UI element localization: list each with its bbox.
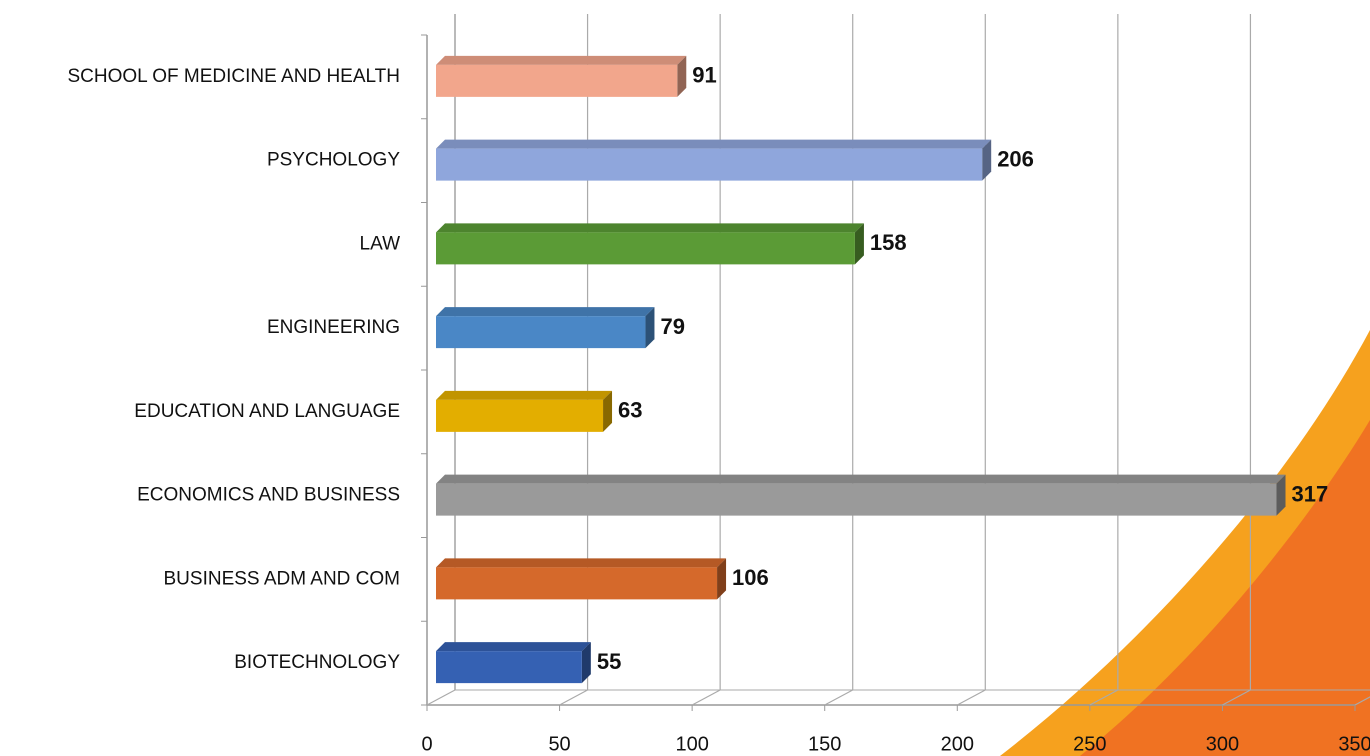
x-tick-label: 0 — [421, 733, 432, 755]
bar-top — [436, 140, 991, 149]
value-label: 317 — [1292, 481, 1329, 506]
value-label: 91 — [692, 63, 716, 88]
category-label: SCHOOL OF MEDICINE AND HEALTH — [67, 66, 400, 87]
x-tick-label: 350 — [1338, 733, 1370, 755]
grid-floor-line — [692, 690, 720, 705]
grid-floor-line — [957, 690, 985, 705]
x-tick-label: 150 — [808, 733, 841, 755]
value-label: 206 — [997, 146, 1034, 171]
category-label: BUSINESS ADM AND COM — [164, 568, 401, 589]
chart: 0 50 100 150 200 250 300 350 BIOTECHNOLOGY 55 BUS… — [0, 0, 1370, 756]
category-label: BIOTECHNOLOGY — [234, 652, 400, 673]
category-label: EDUCATION AND LANGUAGE — [134, 401, 400, 422]
bar — [436, 484, 1277, 516]
x-tick-label: 300 — [1206, 733, 1239, 755]
bar-top — [436, 307, 654, 316]
bar-top — [436, 223, 864, 232]
bar — [436, 232, 855, 264]
bar-top — [436, 391, 612, 400]
bar — [436, 149, 982, 181]
value-label: 55 — [597, 649, 621, 674]
bar — [436, 316, 645, 348]
bar — [436, 65, 677, 97]
bar — [436, 651, 582, 683]
x-tick-label: 100 — [675, 733, 708, 755]
x-tick-label: 50 — [548, 733, 570, 755]
bar — [436, 400, 603, 432]
value-label: 63 — [618, 398, 642, 423]
grid-floor-line — [560, 690, 588, 705]
value-label: 106 — [732, 565, 769, 590]
bars: BIOTECHNOLOGY 55 BUSINESS ADM AND COM 106 EC… — [67, 56, 1328, 683]
bar — [436, 567, 717, 599]
bar-top — [436, 56, 686, 65]
x-tick-label: 250 — [1073, 733, 1106, 755]
value-label: 79 — [660, 314, 684, 339]
category-label: LAW — [360, 233, 401, 254]
category-label: PSYCHOLOGY — [267, 150, 400, 171]
grid-floor-line — [427, 690, 455, 705]
x-tick-label: 200 — [941, 733, 974, 755]
value-label: 158 — [870, 230, 907, 255]
bar-top — [436, 475, 1286, 484]
bar-top — [436, 642, 591, 651]
bar-top — [436, 558, 726, 567]
grid-floor-line — [825, 690, 853, 705]
category-label: ENGINEERING — [267, 317, 400, 338]
category-label: ECONOMICS AND BUSINESS — [137, 485, 400, 506]
